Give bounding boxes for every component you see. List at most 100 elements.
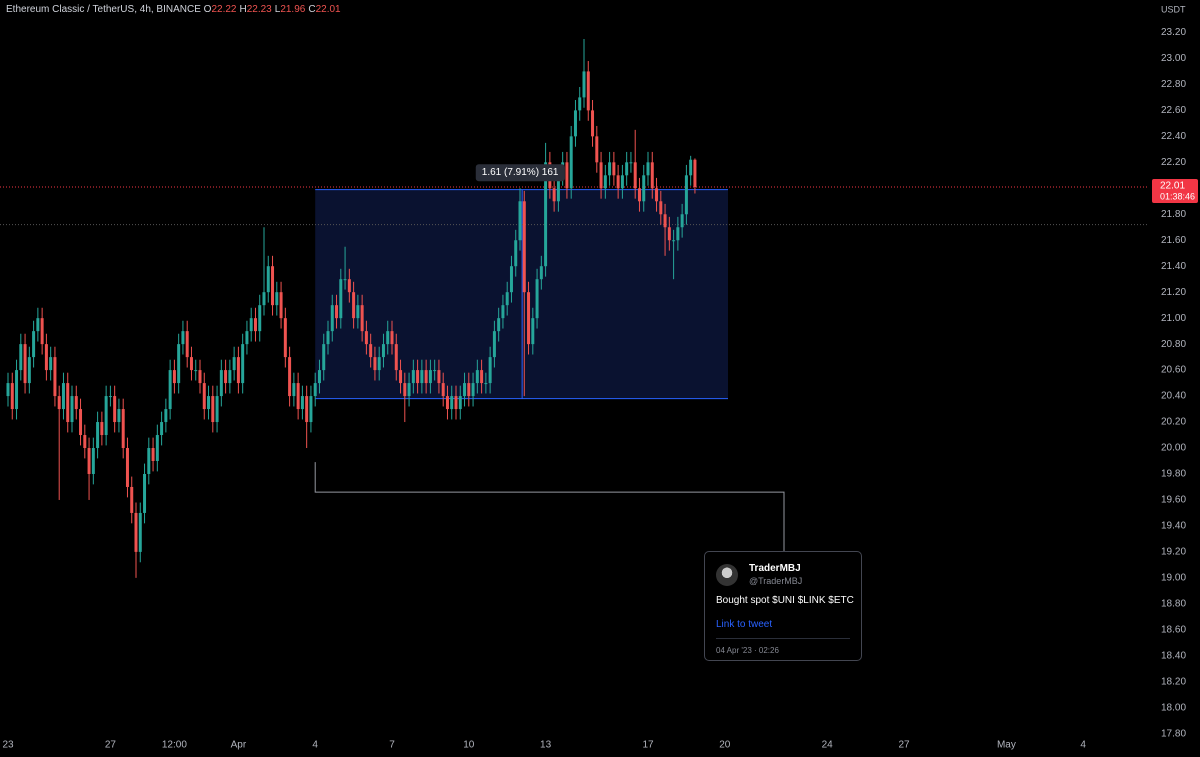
- tweet-link[interactable]: Link to tweet: [716, 619, 773, 630]
- candle-body: [130, 486, 134, 513]
- candle-body: [377, 357, 381, 371]
- candle-body: [509, 266, 513, 293]
- candle-body: [15, 370, 19, 410]
- candle-body: [433, 370, 437, 372]
- x-tick-label: 12:00: [162, 740, 187, 751]
- candle-body: [189, 357, 193, 371]
- candle-body: [667, 227, 671, 241]
- candle-body: [181, 331, 185, 345]
- x-tick-label: 4: [312, 740, 318, 751]
- candle-body: [411, 370, 415, 384]
- y-tick-label: 22.20: [1161, 157, 1186, 168]
- candle-body: [296, 383, 300, 410]
- candle-body: [620, 175, 624, 189]
- candle-body: [224, 370, 228, 384]
- candle-body: [582, 71, 586, 98]
- y-tick-label: 23.00: [1161, 53, 1186, 64]
- y-tick-label: 21.80: [1161, 209, 1186, 220]
- candle-body: [104, 396, 108, 436]
- avatar: [716, 564, 738, 586]
- candle-body: [394, 344, 398, 371]
- measure-label: 1.61 (7.91%) 161: [475, 164, 565, 182]
- candle-body: [514, 240, 518, 267]
- y-tick-label: 21.40: [1161, 261, 1186, 272]
- candle-body: [91, 448, 95, 474]
- candle-body: [185, 331, 189, 358]
- candle-body: [113, 396, 117, 423]
- candle-body: [501, 305, 505, 319]
- candle-body: [552, 188, 556, 202]
- candle-body: [599, 162, 603, 189]
- candle-body: [578, 97, 582, 111]
- candle-body: [211, 396, 215, 423]
- candle-body: [279, 292, 283, 319]
- candle-body: [518, 201, 522, 241]
- candle-body: [531, 318, 535, 345]
- ohlc-value: 21.96: [280, 4, 306, 15]
- candle-body: [134, 512, 138, 552]
- candle-body: [497, 318, 501, 332]
- candle-body: [386, 331, 390, 345]
- candle-body: [160, 422, 164, 436]
- candle-body: [505, 292, 509, 306]
- x-tick-label: 24: [822, 740, 834, 751]
- tweet-author: TraderMBJ: [749, 563, 801, 574]
- candle-body: [266, 266, 270, 293]
- tweet-text: Bought spot $UNI $LINK $ETC: [716, 595, 854, 606]
- separator: [716, 638, 850, 639]
- candle-body: [32, 331, 36, 358]
- candle-body: [527, 292, 531, 345]
- y-tick-label: 20.60: [1161, 365, 1186, 376]
- candle-body: [650, 162, 654, 189]
- y-tick-label: 18.20: [1161, 676, 1186, 687]
- y-tick-label: 18.00: [1161, 702, 1186, 713]
- candle-body: [66, 383, 70, 423]
- candle-body: [74, 396, 78, 410]
- candle-body: [49, 357, 53, 371]
- symbol-title: Ethereum Classic / TetherUS, 4h, BINANCE: [6, 4, 201, 15]
- y-tick-label: 18.60: [1161, 624, 1186, 635]
- candle-body: [420, 370, 424, 384]
- candle-body: [232, 357, 236, 371]
- candle-body: [373, 357, 377, 371]
- candle-body: [672, 240, 676, 242]
- x-tick-label: 17: [642, 740, 654, 751]
- y-tick-label: 18.80: [1161, 598, 1186, 609]
- candle-body: [369, 344, 373, 358]
- candle-body: [659, 201, 663, 215]
- candle-body: [407, 383, 411, 397]
- candle-body: [143, 473, 147, 513]
- ohlc-key: L: [274, 4, 281, 15]
- ohlc-value: 22.01: [315, 4, 341, 15]
- candle-body: [108, 396, 112, 398]
- candle-body: [125, 448, 129, 487]
- candle-body: [177, 344, 181, 384]
- y-tick-label: 22.80: [1161, 79, 1186, 90]
- candle-body: [172, 370, 176, 384]
- candle-body: [663, 214, 667, 228]
- candle-body: [637, 188, 641, 202]
- candle-body: [100, 422, 104, 436]
- x-tick-label: 7: [389, 740, 395, 751]
- candle-body: [484, 383, 488, 385]
- candle-body: [23, 344, 27, 384]
- ohlc-key: O: [203, 4, 212, 15]
- symbol-legend: Ethereum Classic / TetherUS, 4h, BINANCE…: [6, 4, 344, 15]
- candle-body: [10, 383, 14, 410]
- candle-body: [565, 162, 569, 189]
- candle-body: [360, 305, 364, 332]
- candle-body: [335, 305, 339, 319]
- candle-body: [569, 136, 573, 189]
- candle-body: [147, 448, 151, 474]
- candle-body: [339, 279, 343, 319]
- y-tick-label: 19.40: [1161, 521, 1186, 532]
- candle-body: [236, 357, 240, 384]
- candle-body: [441, 383, 445, 397]
- candle-body: [258, 305, 262, 332]
- y-axis-label: USDT: [1161, 4, 1186, 14]
- y-tick-label: 19.60: [1161, 495, 1186, 506]
- candle-body: [228, 370, 232, 384]
- candle-body: [535, 279, 539, 319]
- candle-body: [454, 396, 458, 410]
- candle-body: [343, 279, 347, 281]
